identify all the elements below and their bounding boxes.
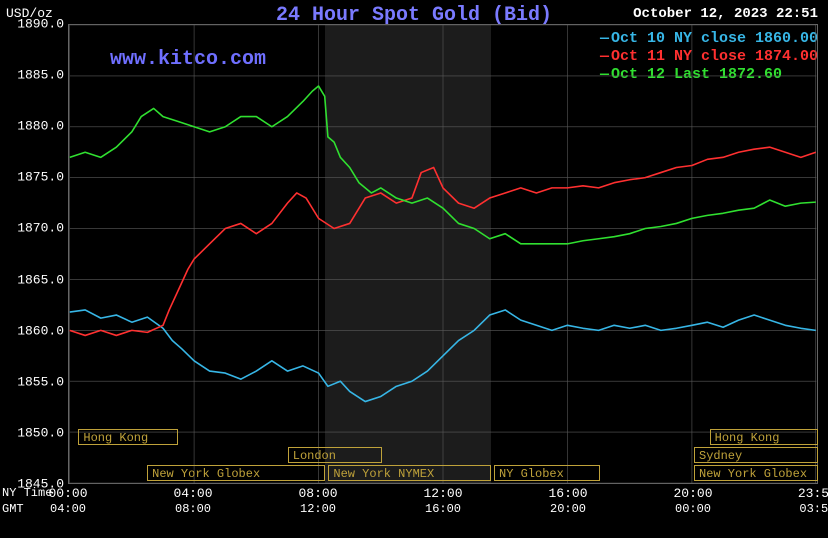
y-tick-label: 1870.0: [17, 221, 64, 236]
x-tick-label-gmt: 04:00: [50, 502, 86, 516]
x-tick-label-ny: 23:59: [798, 486, 828, 501]
x-tick-label-ny: 20:00: [673, 486, 712, 501]
chart-timestamp: October 12, 2023 22:51: [633, 6, 818, 22]
session-box: Sydney: [694, 447, 818, 463]
plot-svg: [69, 25, 817, 483]
x-tick-label-gmt: 12:00: [300, 502, 336, 516]
plot-area: Hong KongLondonNew York GlobexNew York N…: [68, 24, 818, 484]
y-tick-label: 1885.0: [17, 68, 64, 83]
y-tick-label: 1865.0: [17, 272, 64, 287]
axis-caption-nytime: NY Time: [2, 486, 52, 500]
x-tick-label-gmt: 03:59: [799, 502, 828, 516]
x-tick-label-ny: 12:00: [423, 486, 462, 501]
y-tick-label: 1890.0: [17, 17, 64, 32]
session-box: New York NYMEX: [328, 465, 491, 481]
session-box: Hong Kong: [710, 429, 819, 445]
axis-caption-gmt: GMT: [2, 502, 24, 516]
x-tick-label-ny: 00:00: [48, 486, 87, 501]
chart-container: USD/oz 24 Hour Spot Gold (Bid) October 1…: [0, 0, 828, 538]
y-tick-label: 1860.0: [17, 323, 64, 338]
session-box: New York Globex: [147, 465, 325, 481]
y-tick-label: 1875.0: [17, 170, 64, 185]
x-tick-label-ny: 08:00: [298, 486, 337, 501]
session-box: Hong Kong: [78, 429, 178, 445]
y-tick-label: 1880.0: [17, 119, 64, 134]
session-box: London: [288, 447, 382, 463]
session-box: NY Globex: [494, 465, 600, 481]
x-tick-label-gmt: 20:00: [550, 502, 586, 516]
x-tick-label-gmt: 08:00: [175, 502, 211, 516]
y-tick-label: 1850.0: [17, 425, 64, 440]
x-tick-label-ny: 04:00: [173, 486, 212, 501]
x-tick-label-gmt: 00:00: [675, 502, 711, 516]
x-tick-label-gmt: 16:00: [425, 502, 461, 516]
y-tick-label: 1855.0: [17, 374, 64, 389]
x-tick-label-ny: 16:00: [548, 486, 587, 501]
session-box: New York Globex: [694, 465, 818, 481]
